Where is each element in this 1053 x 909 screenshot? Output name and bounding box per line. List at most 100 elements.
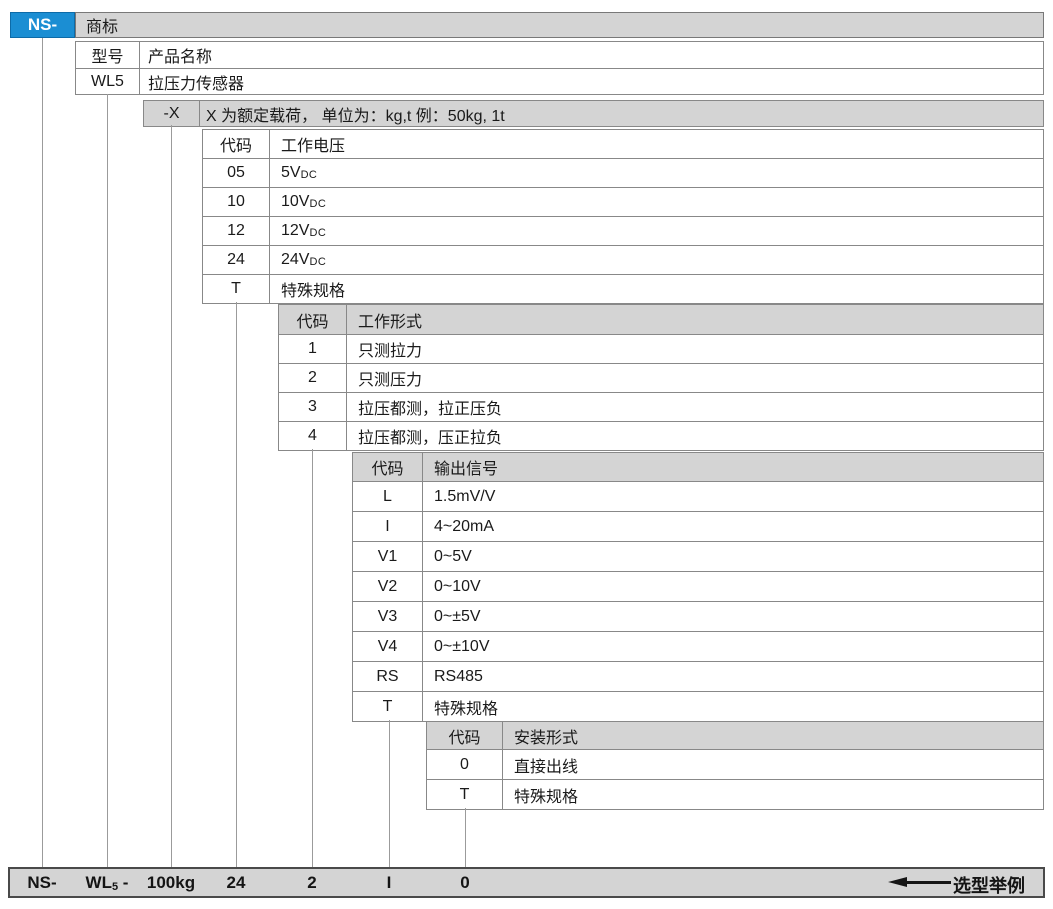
voltage-unit: DC bbox=[309, 227, 327, 239]
example-signal: I bbox=[386, 873, 392, 892]
model-table: 型号 产品名称 WL5 拉压力传感器 bbox=[75, 41, 1044, 95]
connector-line-mode bbox=[312, 449, 313, 867]
rated-load-code-cell: -X bbox=[144, 101, 200, 126]
connector-line-load bbox=[171, 125, 172, 867]
rated-load-row: -X X 为额定载荷， 单位为：kg,t 例：50kg, 1t bbox=[143, 100, 1044, 127]
table-row: -X X 为额定载荷， 单位为：kg,t 例：50kg, 1t bbox=[144, 101, 1043, 126]
operating-voltage-table: 代码 工作电压 05 5V DC 10 10V DC 12 12V DC 24 24V… bbox=[202, 129, 1044, 304]
code-cell: T bbox=[427, 780, 503, 809]
code-cell: 0 bbox=[427, 750, 503, 779]
connector-line-brand bbox=[42, 38, 43, 867]
output-signal-table: 代码 输出信号 L 1.5mV/V I 4~20mA V1 0~5V V2 0~… bbox=[352, 452, 1044, 722]
table-row: 12 12V DC bbox=[203, 216, 1043, 245]
model-header-cell: 型号 bbox=[76, 42, 140, 68]
arrow-left-icon bbox=[888, 877, 907, 887]
brand-code-label: NS- bbox=[27, 15, 58, 34]
connector-line-voltage bbox=[236, 302, 237, 867]
brand-code-box: NS- bbox=[10, 12, 75, 38]
working-mode-table: 代码 工作形式 1 只测拉力 2 只测压力 3 拉压都测，拉正压负 4 拉压都测… bbox=[278, 304, 1044, 451]
table-row: V1 0~5V bbox=[353, 541, 1043, 571]
value-cell: 只测拉力 bbox=[358, 343, 423, 360]
mount-value-header: 安装形式 bbox=[514, 729, 579, 747]
table-row: V2 0~10V bbox=[353, 571, 1043, 601]
example-bar bbox=[8, 867, 1045, 898]
connector-line-mount bbox=[465, 808, 466, 867]
value-cell: 1.5mV/V bbox=[434, 487, 496, 505]
value-cell: 特殊规格 bbox=[514, 788, 579, 806]
voltage-value: 12V bbox=[281, 222, 310, 239]
code-cell: T bbox=[353, 692, 423, 721]
connector-line-model bbox=[107, 94, 108, 867]
trademark-label: 商标 bbox=[86, 19, 119, 36]
code-cell: 05 bbox=[203, 159, 270, 187]
model-code-cell: WL5 bbox=[76, 69, 140, 94]
example-mount: 0 bbox=[460, 873, 470, 892]
voltage-unit: DC bbox=[300, 169, 318, 181]
example-mode: 2 bbox=[307, 873, 317, 892]
table-row: T 特殊规格 bbox=[203, 274, 1043, 303]
voltage-unit: DC bbox=[309, 256, 327, 268]
code-cell: 3 bbox=[279, 393, 347, 421]
value-cell: 5V DC bbox=[270, 159, 1043, 187]
example-model-suffix: - bbox=[118, 873, 129, 892]
voltage-code-header: 代码 bbox=[203, 130, 270, 158]
voltage-value: 特殊规格 bbox=[281, 283, 346, 300]
value-cell: 4~20mA bbox=[434, 517, 495, 535]
table-row: WL5 拉压力传感器 bbox=[76, 68, 1043, 94]
table-header-row: 代码 工作电压 bbox=[203, 130, 1043, 158]
code-cell: V4 bbox=[353, 632, 423, 661]
table-header-row: 代码 输出信号 bbox=[353, 453, 1043, 481]
arrow-line bbox=[905, 881, 951, 884]
table-row: 24 24V DC bbox=[203, 245, 1043, 274]
table-row: 1 只测拉力 bbox=[279, 334, 1043, 363]
signal-value-header: 输出信号 bbox=[434, 461, 499, 478]
code-cell: 24 bbox=[203, 246, 270, 274]
signal-code-header: 代码 bbox=[353, 453, 423, 481]
code-cell: 12 bbox=[203, 217, 270, 245]
value-cell: 拉压都测，拉正压负 bbox=[358, 401, 503, 418]
connector-line-signal bbox=[389, 720, 390, 867]
value-cell: 10V DC bbox=[270, 188, 1043, 216]
value-cell: 0~±10V bbox=[434, 637, 490, 655]
voltage-value: 10V bbox=[281, 193, 310, 210]
example-voltage: 24 bbox=[226, 873, 246, 892]
value-cell: 拉压都测，压正拉负 bbox=[358, 430, 503, 447]
example-brand: NS- bbox=[27, 873, 57, 892]
value-cell: RS485 bbox=[434, 667, 483, 685]
code-cell: V2 bbox=[353, 572, 423, 601]
code-cell: 2 bbox=[279, 364, 347, 392]
code-cell: T bbox=[203, 275, 270, 303]
mode-value-header: 工作形式 bbox=[358, 313, 423, 331]
code-cell: 1 bbox=[279, 335, 347, 363]
product-name-header-cell: 产品名称 bbox=[148, 49, 213, 66]
value-cell: 0~10V bbox=[434, 577, 481, 595]
table-row: V3 0~±5V bbox=[353, 601, 1043, 631]
value-cell: 直接出线 bbox=[514, 758, 579, 776]
table-row: 3 拉压都测，拉正压负 bbox=[279, 392, 1043, 421]
code-cell: 4 bbox=[279, 422, 347, 450]
value-cell: 24V DC bbox=[270, 246, 1043, 274]
product-name-cell: 拉压力传感器 bbox=[148, 75, 245, 93]
code-cell: RS bbox=[353, 662, 423, 691]
value-cell: 特殊规格 bbox=[434, 700, 499, 718]
table-header-row: 代码 安装形式 bbox=[427, 722, 1043, 749]
table-row: V4 0~±10V bbox=[353, 631, 1043, 661]
code-cell: V3 bbox=[353, 602, 423, 631]
table-row: 05 5V DC bbox=[203, 158, 1043, 187]
table-row: 10 10V DC bbox=[203, 187, 1043, 216]
table-row: 4 拉压都测，压正拉负 bbox=[279, 421, 1043, 450]
voltage-value: 5V bbox=[281, 164, 301, 181]
table-row: 0 直接出线 bbox=[427, 749, 1043, 779]
code-cell: L bbox=[353, 482, 423, 511]
value-cell: 特殊规格 bbox=[270, 275, 1043, 303]
table-row: T 特殊规格 bbox=[427, 779, 1043, 809]
value-cell: 只测压力 bbox=[358, 372, 423, 389]
mount-code-header: 代码 bbox=[427, 722, 503, 749]
rated-load-desc-cell: X 为额定载荷， 单位为：kg,t 例：50kg, 1t bbox=[206, 107, 505, 125]
example-model-sub: 5 bbox=[111, 881, 119, 893]
example-load: 100kg bbox=[146, 873, 196, 892]
mode-code-header: 代码 bbox=[279, 305, 347, 334]
code-cell: I bbox=[353, 512, 423, 541]
table-row: L 1.5mV/V bbox=[353, 481, 1043, 511]
